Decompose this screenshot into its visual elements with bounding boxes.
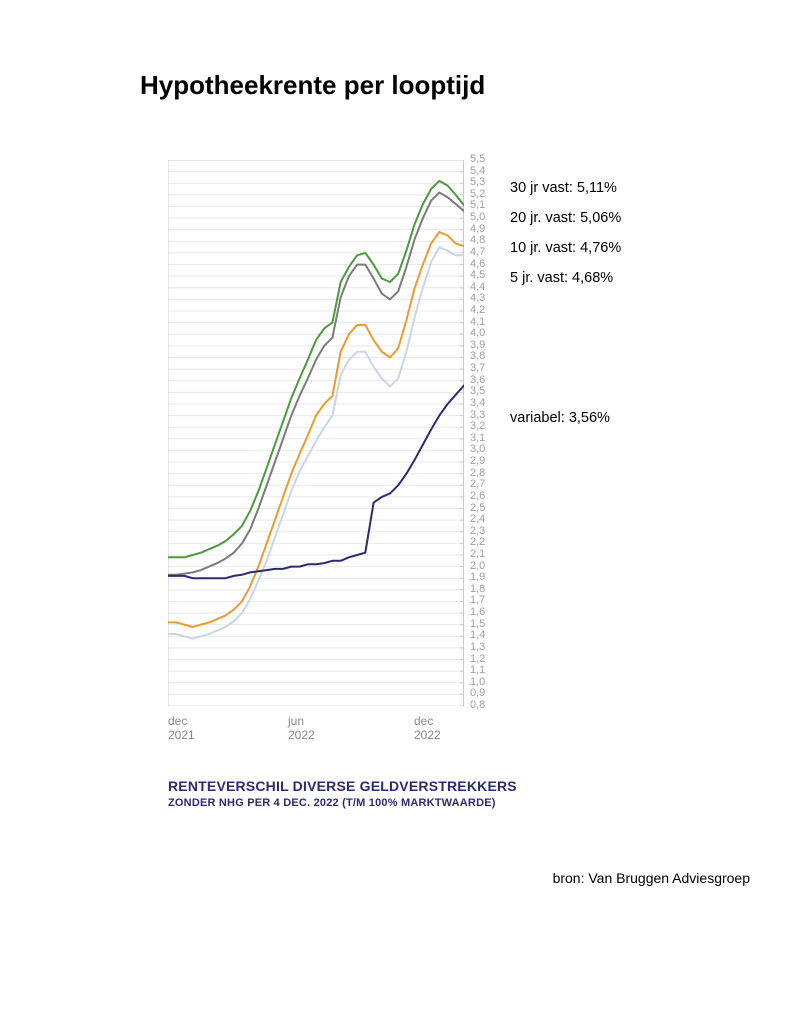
y-tick-label: 0,8 xyxy=(470,700,485,711)
x-tick-label: jun 2022 xyxy=(288,714,315,742)
y-tick-label: 3,4 xyxy=(470,398,485,409)
y-tick-label: 3,0 xyxy=(470,444,485,455)
x-tick-label: dec 2022 xyxy=(414,714,441,742)
y-tick-label: 1,2 xyxy=(470,654,485,665)
y-tick-label: 1,0 xyxy=(470,677,485,688)
y-tick-label: 4,1 xyxy=(470,317,485,328)
y-tick-label: 2,0 xyxy=(470,561,485,572)
series-label: 30 jr vast: 5,11% xyxy=(510,180,617,196)
y-tick-label: 3,8 xyxy=(470,351,485,362)
y-tick-label: 3,9 xyxy=(470,340,485,351)
y-tick-label: 4,3 xyxy=(470,293,485,304)
y-tick-label: 4,9 xyxy=(470,224,485,235)
y-tick-label: 4,0 xyxy=(470,328,485,339)
y-tick-label: 5,5 xyxy=(470,154,485,165)
y-tick-label: 5,3 xyxy=(470,177,485,188)
y-tick-label: 2,7 xyxy=(470,479,485,490)
y-tick-label: 4,6 xyxy=(470,259,485,270)
y-tick-label: 2,8 xyxy=(470,468,485,479)
y-tick-label: 2,1 xyxy=(470,549,485,560)
y-tick-label: 3,5 xyxy=(470,386,485,397)
y-tick-label: 2,6 xyxy=(470,491,485,502)
y-tick-label: 4,4 xyxy=(470,282,485,293)
y-tick-label: 1,1 xyxy=(470,665,485,676)
y-tick-label: 1,3 xyxy=(470,642,485,653)
y-tick-label: 5,2 xyxy=(470,189,485,200)
y-tick-label: 1,6 xyxy=(470,607,485,618)
y-tick-label: 2,4 xyxy=(470,514,485,525)
series-label: variabel: 3,56% xyxy=(510,410,610,426)
y-tick-label: 3,3 xyxy=(470,410,485,421)
chart-footer-line1: RENTEVERSCHIL DIVERSE GELDVERSTREKKERS xyxy=(168,778,517,794)
series-label: 5 jr. vast: 4,68% xyxy=(510,270,613,286)
line-chart xyxy=(168,160,464,706)
page-title: Hypotheekrente per looptijd xyxy=(140,70,485,101)
chart-footer-line2: ZONDER NHG PER 4 DEC. 2022 (T/M 100% MAR… xyxy=(168,797,496,809)
chart-area xyxy=(168,160,464,706)
y-tick-label: 5,4 xyxy=(470,166,485,177)
y-tick-label: 2,2 xyxy=(470,537,485,548)
y-tick-label: 4,8 xyxy=(470,235,485,246)
y-tick-label: 1,9 xyxy=(470,572,485,583)
y-tick-label: 4,2 xyxy=(470,305,485,316)
y-tick-label: 0,9 xyxy=(470,688,485,699)
y-tick-label: 3,7 xyxy=(470,363,485,374)
source-attribution: bron: Van Bruggen Adviesgroep xyxy=(553,870,750,886)
y-tick-label: 3,6 xyxy=(470,375,485,386)
series-label: 10 jr. vast: 4,76% xyxy=(510,240,621,256)
y-tick-label: 5,0 xyxy=(470,212,485,223)
y-tick-label: 1,8 xyxy=(470,584,485,595)
y-tick-label: 4,5 xyxy=(470,270,485,281)
y-tick-label: 1,5 xyxy=(470,619,485,630)
y-tick-label: 3,2 xyxy=(470,421,485,432)
y-tick-label: 3,1 xyxy=(470,433,485,444)
x-tick-label: dec 2021 xyxy=(168,714,195,742)
y-tick-label: 1,7 xyxy=(470,595,485,606)
y-tick-label: 5,1 xyxy=(470,200,485,211)
y-tick-label: 1,4 xyxy=(470,630,485,641)
y-tick-label: 2,9 xyxy=(470,456,485,467)
y-tick-label: 2,5 xyxy=(470,503,485,514)
y-tick-label: 2,3 xyxy=(470,526,485,537)
y-tick-label: 4,7 xyxy=(470,247,485,258)
series-label: 20 jr. vast: 5,06% xyxy=(510,210,621,226)
